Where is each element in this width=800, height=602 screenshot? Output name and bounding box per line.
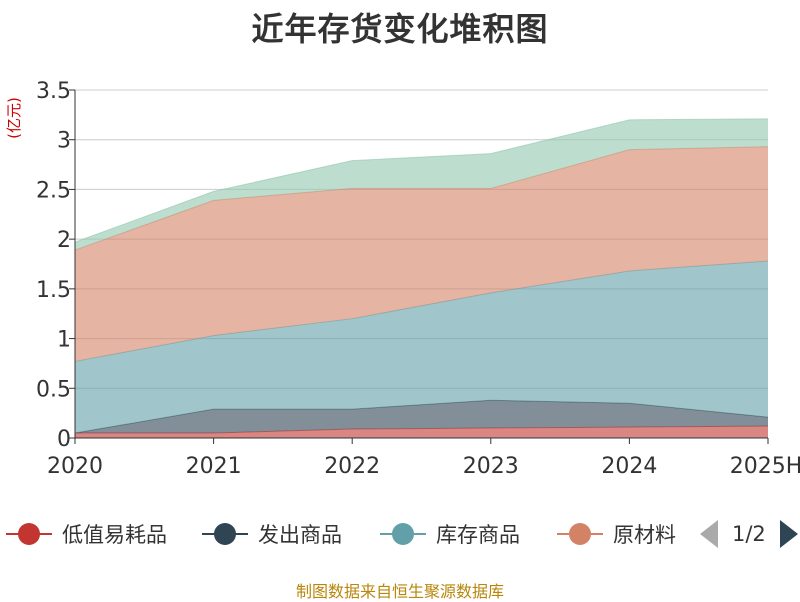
y-tick-label: 2: [57, 228, 71, 253]
legend-items: 低值易耗品 发出商品 库存商品 原材料: [0, 512, 684, 556]
y-tick-label: 0.5: [36, 377, 71, 402]
legend-pager: 1/2: [700, 518, 798, 550]
legend-page-indicator: 1/2: [732, 522, 766, 546]
legend-item-raw-materials[interactable]: 原材料: [557, 518, 676, 550]
x-tick-label: 2025H: [730, 454, 800, 479]
legend-marker: [380, 523, 426, 545]
x-tick-label: 2024: [601, 454, 657, 479]
area-series-3: [75, 146, 768, 362]
x-tick-label: 2021: [186, 454, 242, 479]
legend-item-low-value-consumables[interactable]: 低值易耗品: [6, 518, 167, 550]
area-series-2: [75, 261, 768, 434]
area-series-0: [75, 426, 768, 438]
y-tick-label: 3: [57, 129, 71, 154]
data-source-note: 制图数据来自恒生聚源数据库: [295, 582, 504, 601]
x-tick-label: 2023: [463, 454, 519, 479]
legend-item-inventory-goods[interactable]: 库存商品: [380, 518, 520, 550]
legend-marker: [557, 523, 603, 545]
y-axis-label: (亿元): [5, 97, 23, 139]
legend-item-goods-shipped[interactable]: 发出商品: [202, 518, 342, 550]
area-series-1: [75, 400, 768, 434]
legend-label: 低值易耗品: [62, 523, 167, 547]
y-tick-label: 2.5: [36, 178, 71, 203]
area-series-line-4: [74, 118, 769, 243]
area-series-4: [75, 118, 768, 251]
y-tick-label: 0: [57, 427, 71, 452]
legend-label: 发出商品: [258, 523, 342, 547]
chart-title: 近年存货变化堆积图: [251, 10, 549, 48]
legend-prev-page-icon[interactable]: [700, 520, 718, 548]
legend-next-page-icon[interactable]: [779, 520, 798, 548]
x-tick-label: 2020: [47, 454, 103, 479]
legend-label: 原材料: [613, 523, 676, 547]
legend-label: 库存商品: [436, 523, 520, 547]
x-tick-label: 2022: [324, 454, 380, 479]
legend-marker: [202, 523, 248, 545]
legend-marker: [6, 523, 52, 545]
y-tick-label: 3.5: [36, 79, 71, 104]
y-tick-label: 1.5: [36, 278, 71, 303]
y-tick-label: 1: [57, 328, 71, 353]
legend: 低值易耗品 发出商品 库存商品 原材料 1/2: [0, 512, 800, 556]
